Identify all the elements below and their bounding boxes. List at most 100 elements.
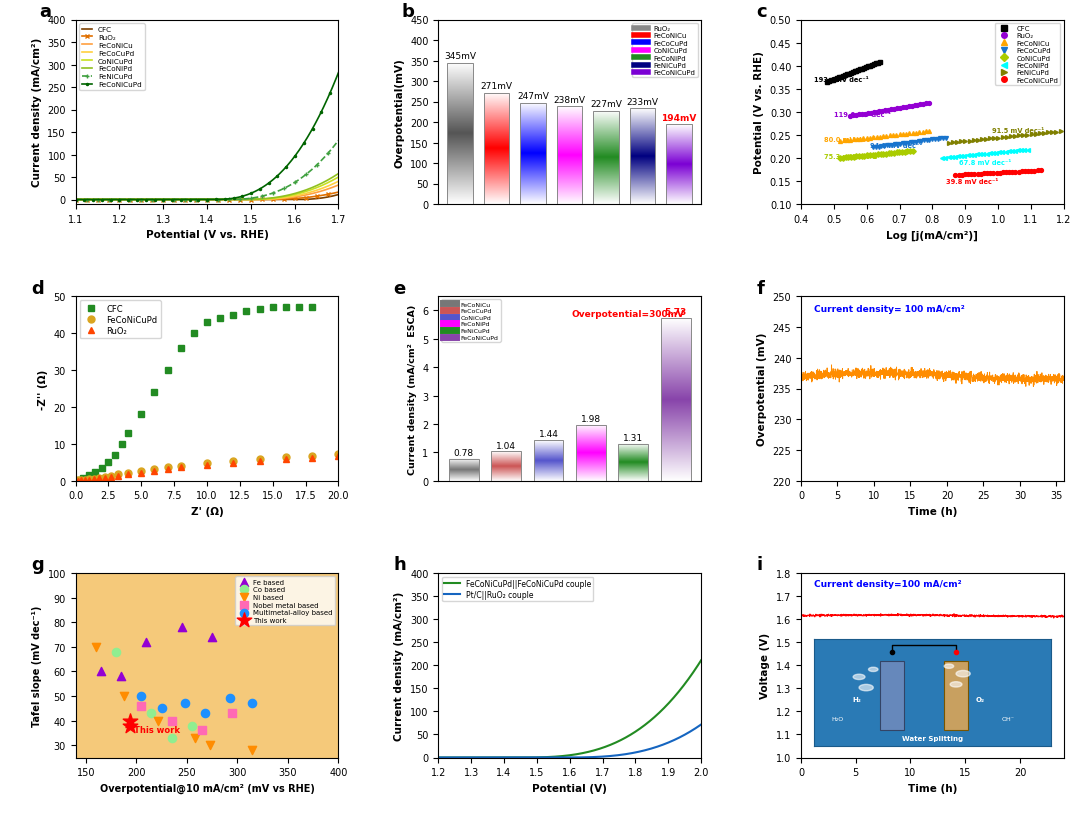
CFC [835,73,848,83]
Line: CFC: CFC [825,61,881,84]
FeCoNiCu [837,137,850,147]
Ni based [150,714,167,727]
FeCoCuPd [886,141,899,151]
RuO₂ [843,112,856,122]
FeNiCuPd [1050,128,1063,138]
FeCoNiCuPd [253,455,266,464]
This work [122,714,139,727]
FeCoNiCu [880,132,893,142]
FeCoCuPd [332,177,345,187]
CoNiCuPd [861,152,874,161]
FeCoNiCu [850,135,863,145]
CoNiCuPd [853,152,866,162]
FeCoNiCuPd [1012,167,1025,177]
Pt/C||RuO₂ couple [432,753,445,762]
Multimetal-alloy based [244,697,261,710]
CFC [332,190,345,200]
FeCoNiCu [860,133,873,143]
CoNiCuPd [842,153,855,163]
Text: 75.3 mV dec-1: 75.3 mV dec-1 [824,154,877,161]
Text: 94.1 mV dec⁻¹: 94.1 mV dec⁻¹ [870,143,922,149]
FeCoNiCuPd [224,194,237,204]
FeCoNiPd [1005,147,1018,157]
FeCoCuPd [891,140,904,150]
FeCoNiCu [870,133,883,143]
Legend: FeCoNiCuPd||FeCoNiCuPd couple, Pt/C||RuO₂ couple: FeCoNiCuPd||FeCoNiCuPd couple, Pt/C||RuO… [442,577,593,602]
FeCoCuPd [915,137,928,147]
FeCoNiCu [896,130,909,140]
FeNiCuPd [224,195,237,205]
FeNiCuPd [1016,131,1029,141]
Multimetal-alloy based [197,707,214,720]
FeCoNiCuPd [990,169,1003,179]
CoNiCuPd [845,152,858,162]
CoNiCuPd [858,152,870,161]
X-axis label: Time (h): Time (h) [907,783,957,793]
FeCoNiPd [977,150,990,160]
FeCoNiPd [1009,147,1022,156]
Bar [534,441,564,482]
FeCoNiCu [909,129,922,138]
Text: h: h [393,555,406,573]
RuO₂ [253,457,266,467]
FeNiCuPd [971,136,984,146]
CoNiCuPd [834,154,847,164]
FeCoCuPd [267,194,280,204]
FeCoNiPd [939,153,951,163]
RuO₂ [908,102,921,111]
Text: 119.6 mV dec⁻¹: 119.6 mV dec⁻¹ [834,111,891,117]
CFC [845,69,858,79]
Y-axis label: Potential (V vs. RHE): Potential (V vs. RHE) [754,52,764,174]
FeCoNiPd [983,149,996,159]
FeCoNiCuPd [161,463,174,473]
RuO₂ [896,103,909,113]
Line: FeCoNiCuPd: FeCoNiCuPd [73,71,340,202]
FeNiCuPd [1034,129,1047,139]
Text: Current density=100 mA/cm²: Current density=100 mA/cm² [814,579,962,588]
FeNiCuPd [975,135,988,145]
CFC [174,344,187,354]
CFC [855,65,868,75]
Bar [661,319,690,482]
FeCoNiCu [834,137,847,147]
FeCoNiCuPd [122,468,135,478]
RuO₂ [847,111,860,121]
FeNiCuPd [116,196,129,206]
Text: 247mV: 247mV [517,92,549,101]
Co based [107,645,124,658]
Text: Overpotential=300mV: Overpotential=300mV [571,310,684,319]
Bar [491,452,521,482]
FeCoNiCu [856,134,869,144]
FeCoNiPd [974,150,987,160]
RuO₂ [893,104,906,114]
CoNiCuPd [885,149,897,159]
RuO₂ [879,106,892,116]
FeCoNiCuPd [201,459,214,468]
FeCoNiCuPd [1035,166,1048,176]
FeCoNiCu [900,129,913,139]
FeCoNiCu [864,133,877,143]
Multimetal-alloy based [221,692,239,705]
FeCoNiCuPd [1022,167,1035,177]
Legend: Fe based, Co based, Ni based, Nobel metal based, Multimetal-alloy based, This wo: Fe based, Co based, Ni based, Nobel meta… [235,577,335,626]
FeCoNiCuPd [958,170,971,180]
CFC [831,74,843,84]
FeCoNiPd [971,151,984,161]
FeCoNiPd [980,149,993,159]
CFC [116,196,129,206]
FeCoNiPd [993,148,1005,158]
FeCoNiPd [1015,146,1028,156]
CFC [864,61,877,71]
Bar [484,93,510,205]
CFC [227,310,240,320]
CoNiCuPd [863,151,876,161]
FeCoNiCuPd||FeCoNiCuPd couple [551,752,564,762]
CFC [137,196,150,206]
Text: 39.8 mV dec⁻¹: 39.8 mV dec⁻¹ [945,179,998,185]
FeCoNiCuPd [306,451,319,461]
Bar [576,425,606,482]
FeCoNiCuPd [1031,166,1044,176]
RuO₂ [864,108,877,118]
Text: 1.44: 1.44 [539,430,558,439]
FeCoNiCu [843,136,856,146]
